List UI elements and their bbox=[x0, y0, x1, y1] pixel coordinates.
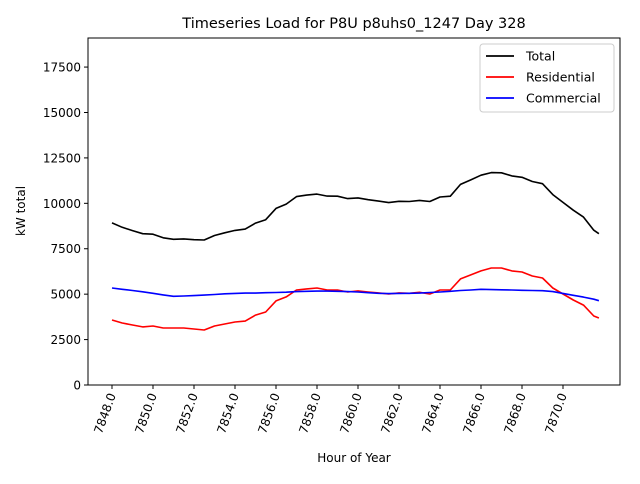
x-tick-label: 7852.0 bbox=[173, 391, 201, 435]
x-tick-label: 7862.0 bbox=[378, 391, 406, 435]
x-axis-label: Hour of Year bbox=[317, 451, 391, 465]
y-tick-label: 7500 bbox=[50, 242, 81, 256]
y-axis-label: kW total bbox=[14, 186, 28, 236]
y-tick-label: 10000 bbox=[43, 197, 81, 211]
legend-label: Residential bbox=[526, 70, 595, 85]
legend-label: Commercial bbox=[526, 91, 601, 106]
y-tick-label: 2500 bbox=[50, 333, 81, 347]
x-tick-label: 7854.0 bbox=[214, 391, 242, 435]
x-tick-label: 7858.0 bbox=[296, 391, 324, 435]
x-tick-label: 7870.0 bbox=[542, 391, 570, 435]
legend: Total Residential Commercial bbox=[479, 43, 615, 113]
x-tick-label: 7866.0 bbox=[460, 391, 488, 435]
x-tick-label: 7856.0 bbox=[255, 391, 283, 435]
y-tick-label: 15000 bbox=[43, 106, 81, 120]
x-tick-label: 7860.0 bbox=[337, 391, 365, 435]
y-tick-label: 5000 bbox=[50, 288, 81, 302]
y-tick-label: 12500 bbox=[43, 151, 81, 165]
legend-label: Total bbox=[525, 49, 555, 64]
legend-box bbox=[479, 43, 615, 113]
x-tick-label: 7848.0 bbox=[91, 391, 119, 435]
y-tick-label: 0 bbox=[73, 379, 81, 393]
series-line-commercial bbox=[111, 287, 600, 302]
chart-title: Timeseries Load for P8U p8uhs0_1247 Day … bbox=[181, 16, 525, 32]
series-line-residential bbox=[111, 267, 600, 331]
x-tick-label: 7850.0 bbox=[132, 391, 160, 435]
series-line-total bbox=[111, 171, 600, 241]
plot-frame bbox=[87, 37, 621, 386]
x-tick-label: 7864.0 bbox=[419, 391, 447, 435]
x-tick-label: 7868.0 bbox=[501, 391, 529, 435]
y-tick-label: 17500 bbox=[43, 61, 81, 75]
